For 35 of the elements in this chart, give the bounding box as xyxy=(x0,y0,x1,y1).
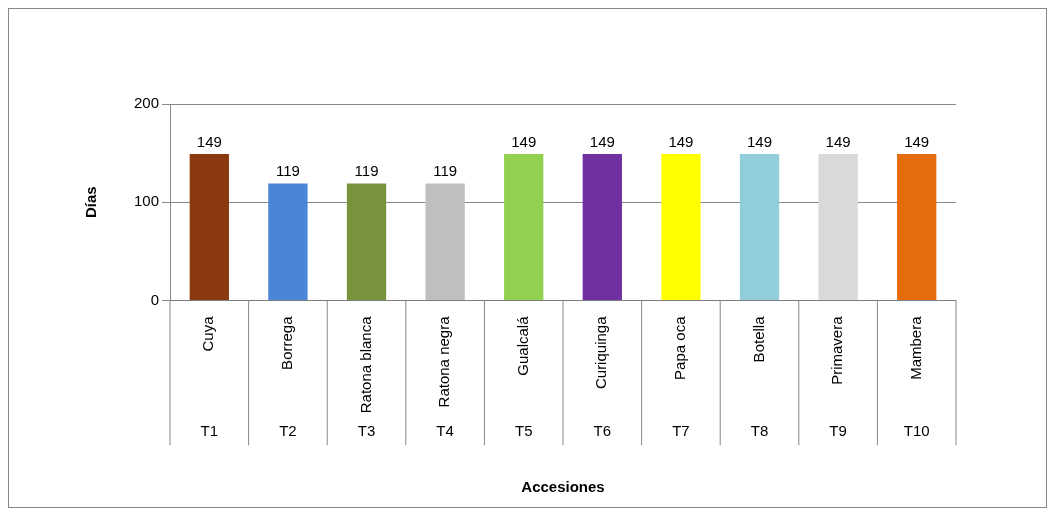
data-label: 149 xyxy=(511,132,537,150)
text: T5 xyxy=(514,421,533,439)
x-axis-title: Accesiones xyxy=(521,478,605,496)
y-tick-label: 0 xyxy=(150,290,160,308)
text: T1 xyxy=(200,421,219,439)
data-label: 119 xyxy=(354,162,379,180)
text: T8 xyxy=(750,421,769,439)
x-tick-label: Botella xyxy=(749,315,767,363)
x-tick-label: Gualcalá xyxy=(513,315,531,376)
data-label: 149 xyxy=(904,132,930,150)
text: T10 xyxy=(903,421,930,439)
data-label: 149 xyxy=(825,132,851,150)
y-axis-title: Días xyxy=(82,186,100,219)
data-label: 149 xyxy=(589,132,615,150)
x-tick-label: Papa oca xyxy=(671,315,689,380)
x-tick-label: Curiquinga xyxy=(592,315,610,390)
text: T3 xyxy=(357,421,376,439)
text: T2 xyxy=(279,421,297,439)
x-tick-label: Primavera xyxy=(828,315,846,385)
text: T4 xyxy=(436,421,454,439)
data-label: 149 xyxy=(668,132,694,150)
y-tick-label: 100 xyxy=(134,192,160,210)
y-tick-label: 200 xyxy=(134,94,160,112)
x-tick-label: Borrega xyxy=(278,315,296,370)
data-label: 119 xyxy=(275,162,300,180)
data-label: 119 xyxy=(433,162,458,180)
text: T9 xyxy=(829,421,847,439)
x-tick-label: Ratona blanca xyxy=(356,315,374,414)
x-tick-label: Cuya xyxy=(199,315,217,352)
data-label: 149 xyxy=(746,132,773,150)
x-tick-label: Ratona negra xyxy=(435,315,453,408)
text: T7 xyxy=(672,421,690,439)
x-tick-label: Mambera xyxy=(906,315,924,380)
text: T6 xyxy=(593,421,612,439)
data-label: 149 xyxy=(196,132,222,150)
